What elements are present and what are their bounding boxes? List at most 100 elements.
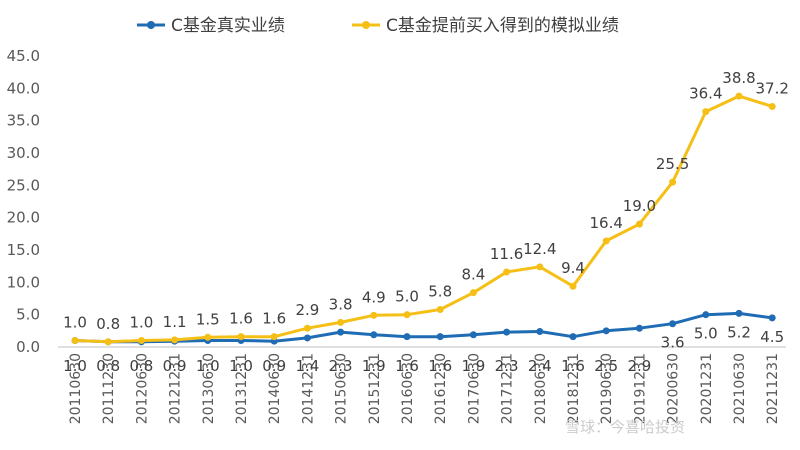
x-tick-label: 20201231	[699, 353, 715, 424]
data-point-actual	[569, 333, 577, 341]
data-label-actual: 1.6	[561, 357, 585, 375]
data-label-simulated: 3.8	[329, 295, 353, 313]
y-tick-label: 15.0	[7, 241, 40, 259]
data-label-simulated: 1.0	[63, 314, 87, 332]
data-point-actual	[768, 314, 776, 322]
data-label-actual: 0.8	[129, 357, 153, 375]
legend-marker-actual	[147, 21, 155, 29]
data-label-actual: 1.6	[428, 357, 452, 375]
data-point-actual	[403, 333, 411, 341]
data-label-actual: 1.0	[63, 357, 87, 375]
x-tick-label: 20170630	[466, 353, 482, 424]
data-point-simulated	[104, 338, 112, 346]
data-label-actual: 1.6	[395, 357, 419, 375]
y-tick-label: 5.0	[16, 306, 40, 324]
x-tick-label: 20111230	[101, 353, 117, 424]
data-label-simulated: 9.4	[561, 259, 585, 277]
data-label-simulated: 38.8	[722, 69, 755, 87]
y-tick-label: 35.0	[7, 112, 40, 130]
data-label-simulated: 16.4	[589, 214, 622, 232]
data-point-actual	[536, 327, 544, 335]
data-point-simulated	[303, 324, 311, 332]
data-label-actual: 2.3	[495, 357, 519, 375]
x-axis: 20110630 20111230 20120630 20121231 20130630…	[68, 353, 781, 424]
data-point-simulated	[669, 178, 677, 186]
data-label-simulated: 5.8	[428, 282, 452, 300]
data-point-simulated	[370, 311, 378, 319]
data-point-simulated	[569, 282, 577, 290]
x-tick-label: 20161230	[433, 353, 449, 424]
x-tick-label: 20131231	[234, 353, 250, 424]
x-tick-label: 20140630	[267, 353, 283, 424]
x-tick-label: 20121231	[168, 353, 184, 424]
data-point-simulated	[237, 333, 245, 341]
data-point-simulated	[137, 337, 145, 345]
legend-marker-simulated	[362, 21, 370, 29]
y-tick-label: 45.0	[7, 47, 40, 65]
data-label-actual: 4.5	[760, 328, 784, 346]
data-label-actual: 5.2	[727, 323, 751, 341]
data-point-actual	[735, 309, 743, 317]
x-tick-label: 20200630	[666, 353, 682, 424]
data-point-actual	[469, 331, 477, 339]
data-point-actual	[503, 328, 511, 336]
data-label-actual: 2.5	[594, 357, 618, 375]
legend: C基金真实业绩 C基金提前买入得到的模拟业绩	[137, 16, 619, 36]
data-label-simulated: 4.9	[362, 288, 386, 306]
data-labels: 1.0 0.8 1.0 1.1 1.5 1.6 1.6 2.9 3.8 4.9 5.0 5.8 8.4 1…	[63, 69, 789, 375]
data-point-simulated	[270, 333, 278, 341]
data-label-actual: 3.6	[661, 334, 685, 352]
data-point-simulated	[602, 237, 610, 245]
data-label-simulated: 1.6	[229, 310, 253, 328]
data-point-simulated	[171, 336, 179, 344]
data-point-simulated	[536, 263, 544, 271]
data-point-simulated	[503, 268, 511, 276]
series-group	[71, 92, 776, 346]
data-label-actual: 1.9	[461, 357, 485, 375]
x-tick-label: 20181231	[566, 353, 582, 424]
data-label-actual: 0.9	[163, 357, 187, 375]
x-tick-label: 20110630	[68, 353, 84, 424]
data-label-actual: 2.4	[528, 357, 552, 375]
data-label-actual: 2.3	[329, 357, 353, 375]
data-label-actual: 1.4	[295, 357, 319, 375]
y-tick-label: 10.0	[7, 273, 40, 291]
x-tick-label: 20171231	[500, 353, 516, 424]
data-point-simulated	[337, 318, 345, 326]
legend-label-actual: C基金真实业绩	[171, 16, 285, 36]
data-label-simulated: 37.2	[755, 79, 788, 97]
y-tick-label: 25.0	[7, 176, 40, 194]
data-label-simulated: 1.0	[129, 314, 153, 332]
y-tick-label: 20.0	[7, 209, 40, 227]
data-label-simulated: 36.4	[689, 85, 722, 103]
data-point-actual	[669, 320, 677, 328]
x-tick-label: 20151231	[367, 353, 383, 424]
data-point-simulated	[702, 108, 710, 116]
series-line-simulated	[74, 94, 773, 344]
data-label-actual: 1.0	[229, 357, 253, 375]
data-label-actual: 0.9	[262, 357, 286, 375]
data-point-simulated	[71, 337, 79, 345]
data-label-simulated: 1.6	[262, 310, 286, 328]
data-label-actual: 5.0	[694, 325, 718, 343]
x-tick-label: 20160630	[400, 353, 416, 424]
data-label-actual: 2.9	[627, 357, 651, 375]
x-tick-label: 20120630	[134, 353, 150, 424]
data-label-simulated: 5.0	[395, 288, 419, 306]
data-point-simulated	[469, 289, 477, 297]
data-label-simulated: 1.1	[163, 313, 187, 331]
y-tick-label: 30.0	[7, 144, 40, 162]
data-point-actual	[602, 327, 610, 335]
data-point-simulated	[403, 311, 411, 319]
x-tick-label: 20180630	[533, 353, 549, 424]
data-point-simulated	[635, 220, 643, 228]
data-point-actual	[370, 331, 378, 339]
data-label-simulated: 11.6	[490, 245, 523, 263]
data-point-simulated	[436, 305, 444, 313]
data-label-simulated: 25.5	[656, 155, 689, 173]
x-tick-label: 20190630	[599, 353, 615, 424]
x-tick-label: 20130630	[201, 353, 217, 424]
data-point-simulated	[204, 333, 212, 341]
data-point-actual	[436, 333, 444, 341]
